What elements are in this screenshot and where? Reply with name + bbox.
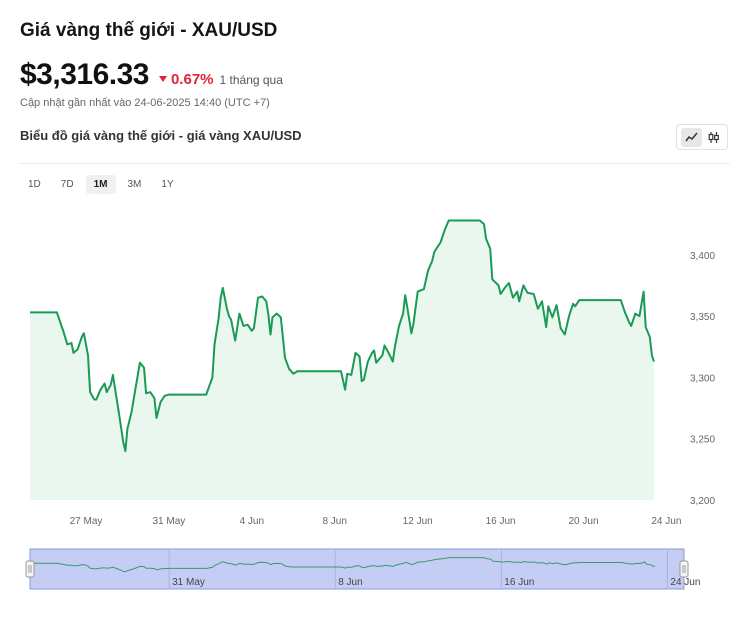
line-chart-button[interactable] [680, 127, 702, 147]
range-7d[interactable]: 7D [60, 179, 74, 190]
divider [20, 163, 730, 164]
price-row: $3,316.33 0.67% 1 tháng qua [20, 58, 283, 92]
navigator-tick-label: 16 Jun [504, 577, 534, 588]
chart-title: Biểu đồ giá vàng thế giới - giá vàng XAU… [20, 128, 302, 143]
navigator-tick-label: 31 May [172, 577, 205, 588]
candlestick-button[interactable] [703, 128, 724, 147]
x-tick-label: 20 Jun [568, 516, 598, 527]
candlestick-icon [708, 131, 719, 143]
y-tick-label: 3,300 [690, 373, 715, 384]
navigator-left-handle[interactable] [25, 560, 35, 578]
down-arrow-icon [158, 76, 167, 82]
navigator-tick-label: 8 Jun [338, 577, 362, 588]
navigator-tick-label: 24 Jun [670, 577, 700, 588]
range-selector: 1D 7D 1M 3M 1Y [20, 175, 182, 194]
x-tick-label: 24 Jun [651, 516, 681, 527]
x-tick-label: 12 Jun [403, 516, 433, 527]
current-price: $3,316.33 [20, 58, 149, 91]
price-area [30, 220, 654, 500]
range-3m[interactable]: 3M [127, 179, 142, 190]
y-tick-label: 3,350 [690, 312, 715, 323]
x-tick-label: 27 May [70, 516, 103, 527]
price-line [30, 219, 655, 452]
y-tick-label: 3,400 [690, 251, 715, 262]
change-period: 1 tháng qua [219, 73, 283, 87]
x-tick-label: 4 Jun [240, 516, 264, 527]
last-updated: Cập nhật gần nhất vào 24-06-2025 14:40 (… [20, 97, 270, 109]
range-1m[interactable]: 1M [85, 175, 116, 194]
range-1y[interactable]: 1Y [161, 179, 174, 190]
y-tick-label: 3,250 [690, 435, 715, 446]
x-tick-label: 8 Jun [322, 516, 346, 527]
line-chart-icon [684, 132, 698, 141]
y-tick-label: 3,200 [690, 496, 715, 507]
navigator-right-handle[interactable] [679, 560, 689, 578]
chart-type-toggle [676, 124, 728, 150]
range-1d[interactable]: 1D [28, 179, 41, 190]
x-tick-label: 16 Jun [486, 516, 516, 527]
change-percent: 0.67% [170, 71, 214, 88]
page-title: Giá vàng thế giới - XAU/USD [20, 20, 278, 41]
x-tick-label: 31 May [153, 516, 186, 527]
navigator-line [30, 557, 655, 573]
